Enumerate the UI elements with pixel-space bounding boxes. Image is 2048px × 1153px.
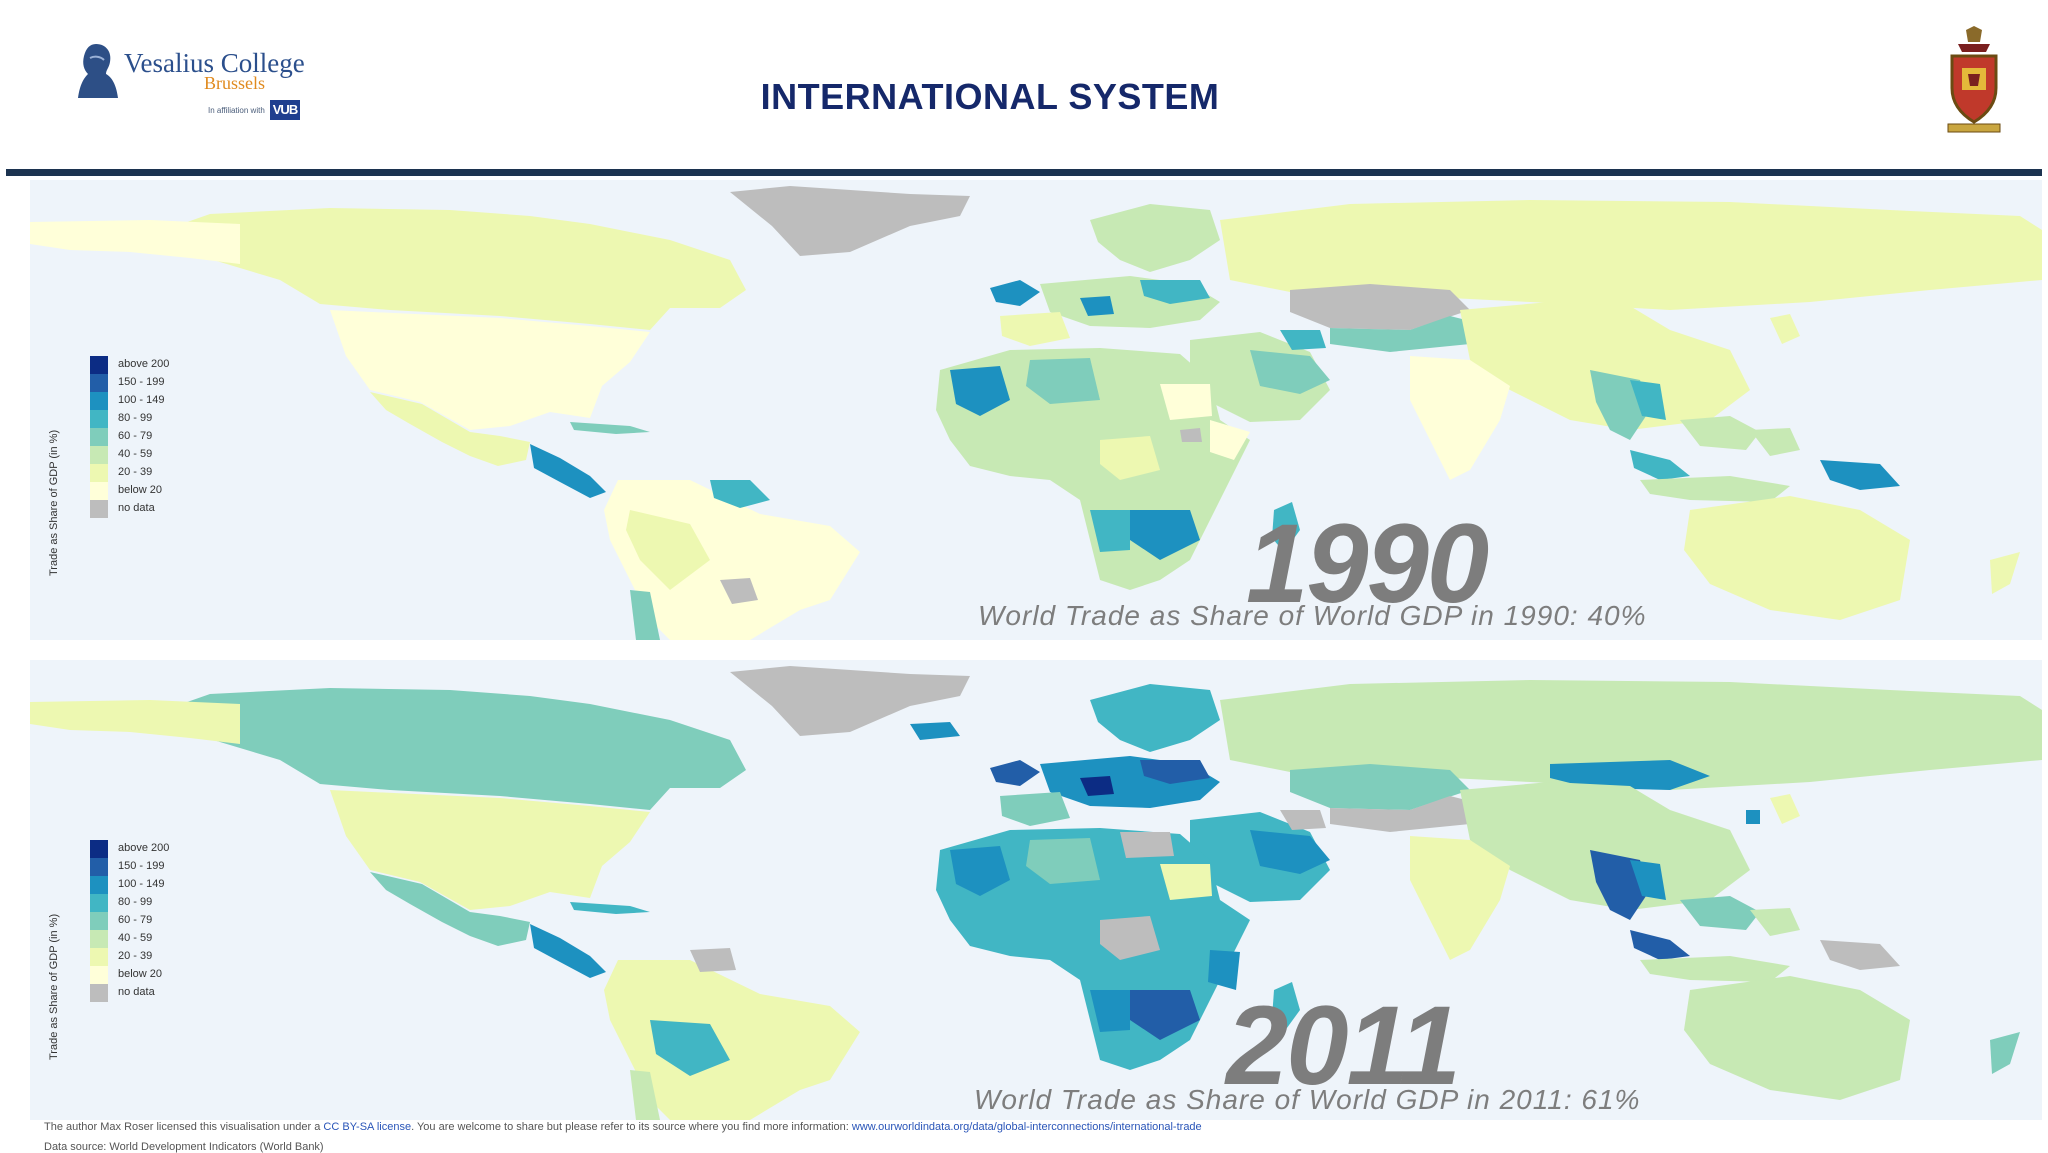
legend-label: no data (118, 986, 155, 998)
logo-name: Vesalius College (124, 48, 305, 78)
legend-item: no data (90, 500, 210, 518)
map-caption-2011: World Trade as Share of World GDP in 201… (974, 1084, 1641, 1115)
legend-swatch (90, 428, 108, 446)
legend-label: 60 - 79 (118, 914, 153, 926)
legend-swatch (90, 374, 108, 392)
legend-swatch (90, 912, 108, 930)
legend-item: 100 - 149 (90, 392, 210, 410)
legend-swatch (90, 948, 108, 966)
legend-label: above 200 (118, 358, 170, 370)
vub-logo: VUB (270, 100, 300, 120)
world-map-2011: Trade as Share of GDP (in %) above 200 1… (30, 660, 2042, 1120)
map-year-2011: 2011 (1226, 983, 1461, 1108)
legend-label: no data (118, 502, 155, 514)
license-text-pre: The author Max Roser licensed this visua… (44, 1121, 324, 1133)
legend-label: above 200 (118, 842, 170, 854)
legend-item: 60 - 79 (90, 428, 210, 446)
legend-item: below 20 (90, 966, 210, 984)
legend-item: 100 - 149 (90, 876, 210, 894)
legend-swatch (90, 446, 108, 464)
legend-label: below 20 (118, 484, 163, 496)
legend-label: 60 - 79 (118, 430, 153, 442)
legend-label: 20 - 39 (118, 466, 153, 478)
legend-label: 100 - 149 (118, 394, 165, 406)
map-year-1990: 1990 (1246, 501, 1489, 626)
logo-affiliation: In affiliation with (208, 106, 265, 115)
legend-swatch (90, 500, 108, 518)
legend-item: 60 - 79 (90, 912, 210, 930)
legend-item: above 200 (90, 840, 210, 858)
legend-item: no data (90, 984, 210, 1002)
legend-swatch (90, 482, 108, 500)
legend-swatch (90, 410, 108, 428)
legend-swatch (90, 464, 108, 482)
crest-icon (1947, 26, 2001, 133)
cc-license-link[interactable]: CC BY-SA license (323, 1121, 412, 1133)
legend-title: Trade as Share of GDP (in %) (48, 429, 60, 576)
legend-label: below 20 (118, 968, 163, 980)
legend-label: 150 - 199 (118, 860, 165, 872)
legend-label: 20 - 39 (118, 950, 153, 962)
legend-title: Trade as Share of GDP (in %) (48, 913, 60, 1060)
legend-item: 40 - 59 (90, 446, 210, 464)
legend-swatch (90, 858, 108, 876)
legend-item: 40 - 59 (90, 930, 210, 948)
legend-item: below 20 (90, 482, 210, 500)
legend-label: 40 - 59 (118, 932, 153, 944)
world-map-2011-shapes (30, 666, 2042, 1120)
legend-item: 150 - 199 (90, 858, 210, 876)
legend-label: 100 - 149 (118, 878, 165, 890)
legend-item: 80 - 99 (90, 410, 210, 428)
legend-label: 40 - 59 (118, 448, 153, 460)
legend-label: 150 - 199 (118, 376, 165, 388)
legend-label: 80 - 99 (118, 896, 153, 908)
page-title: INTERNATIONAL SYSTEM (760, 76, 1220, 117)
source-link[interactable]: www.ourworldindata.org/data/global-inter… (851, 1121, 1202, 1133)
legend-item: above 200 (90, 356, 210, 374)
data-source-note: Data source: World Development Indicator… (44, 1141, 324, 1153)
world-map-1990-shapes (30, 186, 2042, 640)
legend-item: 80 - 99 (90, 894, 210, 912)
map-caption-1990: World Trade as Share of World GDP in 199… (978, 600, 1647, 631)
legend-item: 150 - 199 (90, 374, 210, 392)
logo-city: Brussels (204, 73, 266, 93)
legend-swatch (90, 840, 108, 858)
legend-label: 80 - 99 (118, 412, 153, 424)
legend-item: 20 - 39 (90, 464, 210, 482)
vesalius-college-logo: Vesalius College Brussels In affiliation… (72, 38, 312, 128)
license-text-mid: . You are welcome to share but please re… (411, 1121, 852, 1133)
vesalius-bust-icon (78, 44, 118, 98)
legend-swatch (90, 894, 108, 912)
header-divider (6, 169, 2042, 176)
legend-item: 20 - 39 (90, 948, 210, 966)
legend-swatch (90, 876, 108, 894)
legend-swatch (90, 356, 108, 374)
legend-swatch (90, 984, 108, 1002)
license-note: The author Max Roser licensed this visua… (44, 1121, 1202, 1133)
legend-swatch (90, 392, 108, 410)
legend-swatch (90, 930, 108, 948)
legend-swatch (90, 966, 108, 984)
world-map-1990: Trade as Share of GDP (in %) above 200 1… (30, 180, 2042, 640)
